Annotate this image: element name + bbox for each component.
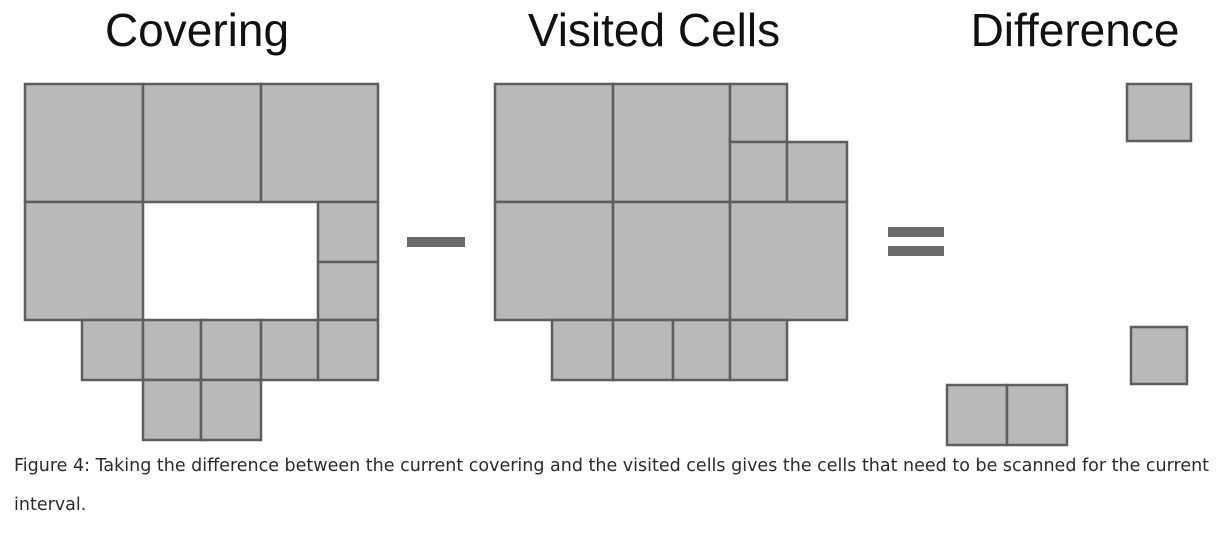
covering-cell	[316, 318, 380, 382]
difference-cell	[1125, 82, 1193, 143]
difference-cell	[945, 383, 1009, 447]
covering-grid	[23, 82, 380, 442]
visited-cell	[550, 318, 615, 382]
covering-cell	[259, 318, 320, 382]
visited-cell	[611, 82, 732, 204]
difference-diagram: Covering Visited Cells Difference	[23, 4, 1193, 447]
visited-cell	[785, 140, 849, 204]
difference-grid	[945, 82, 1193, 447]
visited-cell	[728, 318, 789, 382]
visited-cells-title: Visited Cells	[528, 4, 780, 56]
visited-cell	[728, 200, 849, 322]
visited-cell	[671, 318, 732, 382]
visited-cell	[728, 82, 789, 144]
visited-cells-grid	[493, 82, 849, 382]
difference-cell	[1129, 325, 1189, 386]
covering-cell	[316, 260, 380, 322]
visited-cell	[493, 82, 615, 204]
covering-cell	[259, 82, 380, 204]
difference-cell	[1005, 383, 1069, 447]
covering-cell	[141, 378, 203, 442]
visited-cell	[493, 200, 615, 322]
covering-cell	[23, 82, 145, 204]
covering-cell	[23, 200, 145, 322]
covering-title: Covering	[105, 4, 289, 56]
covering-cell	[80, 318, 145, 382]
covering-cell	[199, 378, 263, 442]
figure-caption: Figure 4: Taking the difference between …	[14, 456, 1210, 515]
equals-sign-icon	[888, 227, 944, 256]
covering-cell	[316, 200, 380, 264]
visited-cell	[728, 140, 789, 204]
visited-cell	[611, 318, 675, 382]
covering-cell	[141, 318, 203, 382]
visited-cell	[611, 200, 732, 322]
covering-cell	[141, 82, 263, 204]
minus-sign-icon	[407, 237, 465, 247]
covering-cell	[199, 318, 263, 382]
difference-title: Difference	[971, 4, 1180, 56]
